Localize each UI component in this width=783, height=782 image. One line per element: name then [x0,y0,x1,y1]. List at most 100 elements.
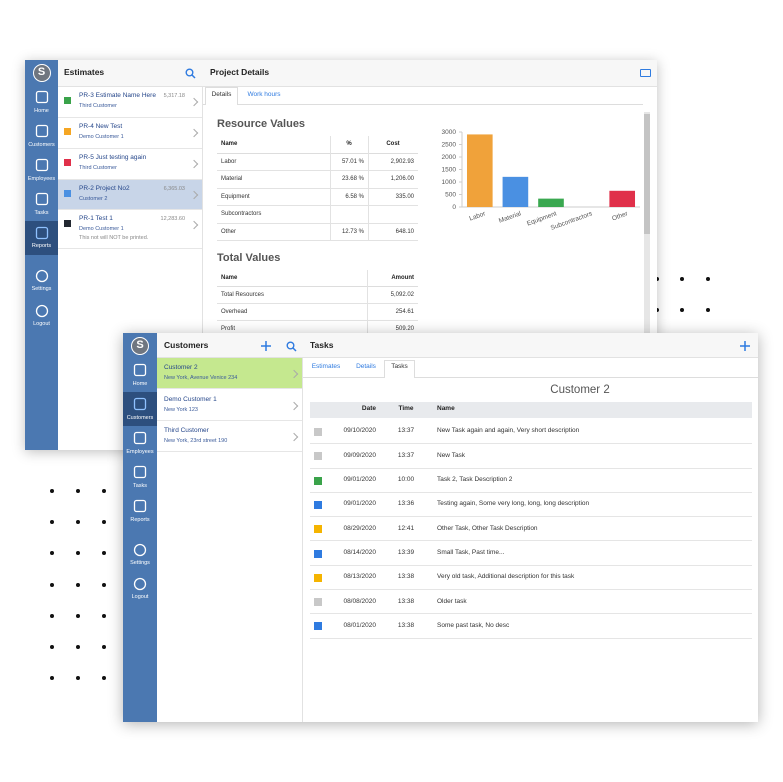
nav-label[interactable]: Customers [28,141,55,148]
nav-label[interactable]: Home [132,380,148,387]
y-tick-label: 2500 [442,142,457,149]
x-tick-label: Labor [468,210,487,223]
estimate-item[interactable] [58,118,202,149]
table-cell: Equipment [221,193,250,200]
nav-label[interactable]: Home [34,107,49,114]
icon-shape [35,158,48,172]
icon-shape [133,465,147,479]
list-header [157,333,303,358]
estimate-item[interactable] [58,149,202,180]
nav-label[interactable]: Reports [130,516,150,523]
nav-label[interactable]: Logout [131,593,149,600]
tab[interactable]: Work hours [247,91,281,99]
task-date: 08/29/2020 [343,524,376,532]
y-tick-label: 1000 [442,179,457,186]
nav-label[interactable]: Reports [31,242,52,249]
dot [76,489,80,493]
dot [680,277,685,281]
customer-item[interactable] [157,421,302,452]
dot [102,676,106,681]
nav-label[interactable]: Logout [33,320,50,327]
nav-label[interactable]: Settings [130,559,150,566]
dot [76,551,80,556]
estimate-customer: Third Customer [79,102,117,109]
table-header [217,136,418,154]
estimate-customer: Demo Customer 1 [79,133,124,140]
task-row[interactable] [310,590,752,615]
nav-label[interactable]: Customers [126,414,154,421]
task-table-header [310,402,752,418]
task-date: 08/14/2020 [343,548,376,556]
dot [50,676,54,681]
plus [261,341,271,351]
estimate-note: This not will NOT be printed. [79,234,149,241]
estimate-title: PR-3 Estimate Name Here [79,92,156,100]
tab[interactable]: Details [211,91,232,99]
search-lens [286,341,295,350]
table-cell: Labor [221,158,237,165]
x-tick-label: Material [498,210,523,225]
x-tick-label: Subcontractors [550,210,594,232]
task-date: 09/01/2020 [343,500,376,508]
logo-letter: S [37,65,46,78]
estimate-title: PR-5 Just testing again [79,154,147,162]
dot [76,582,80,587]
table-cell: 648.10 [395,228,414,235]
task-row[interactable] [310,469,752,493]
estimate-item[interactable] [58,210,202,249]
table-cell: 57.01 % [341,158,364,165]
task-color [314,428,322,436]
task-time: 13:38 [397,573,415,581]
nav-icon [133,431,147,445]
icon-shape [133,363,147,377]
tab[interactable]: Estimates [311,363,341,371]
x-tick-label: Other [611,210,629,222]
task-color [314,573,322,582]
nav-label[interactable]: Tasks [34,209,49,216]
scrollbar-thumb [644,114,650,234]
nav-icon [35,158,48,172]
task-date: 08/08/2020 [343,597,376,605]
task-row[interactable] [310,493,752,518]
tab[interactable]: Details [356,363,376,371]
task-date: 09/01/2020 [343,476,376,484]
table-header-cell: Amount [391,275,414,282]
estimate-customer: Demo Customer 1 [79,225,124,232]
table-header-cell: Time [398,405,414,413]
add-icon [740,341,750,351]
table-row [217,206,418,224]
nav-label[interactable]: Employees [27,175,56,182]
task-row[interactable] [310,517,752,542]
task-row[interactable] [310,614,752,639]
table-row [217,224,418,241]
nav-icon [133,543,147,557]
task-name: Other Task, Other Task Description [437,524,538,532]
icon-shape [35,226,48,240]
task-row[interactable] [310,420,752,445]
task-row[interactable] [310,542,752,566]
task-row[interactable] [310,566,752,591]
customer-item[interactable] [157,390,302,421]
estimate-item[interactable] [58,180,202,210]
task-row[interactable] [310,444,752,469]
dot [102,645,106,649]
icon-shape [35,304,48,318]
customer-item[interactable] [157,358,302,389]
y-tick-label: 2000 [442,154,457,161]
estimate-item[interactable] [58,87,202,118]
dot [705,277,710,281]
icon-shape [133,577,147,591]
nav-label[interactable]: Employees [126,448,154,455]
tab[interactable]: Tasks [391,363,408,371]
table-cell: Subcontractors [221,211,262,218]
dot [50,582,54,587]
estimate-amount: 12,283.60 [160,215,185,222]
task-name: Small Task, Past time... [437,548,505,556]
search-icon [286,341,297,352]
nav-label[interactable]: Tasks [132,482,148,489]
icon-shape [133,431,147,445]
table-col-line [368,136,369,241]
customer-title: Customer 2 [550,383,610,396]
table-header-cell: Date [361,405,376,413]
nav-label[interactable]: Settings [31,285,52,292]
